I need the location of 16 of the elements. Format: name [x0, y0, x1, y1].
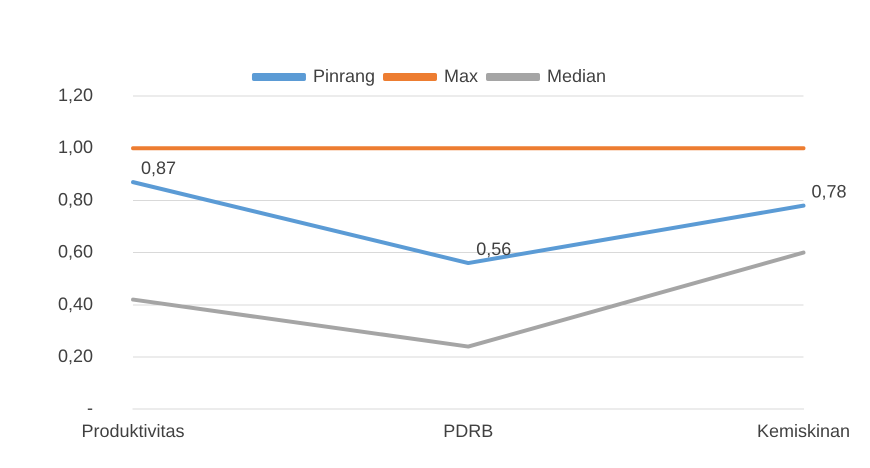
y-tick-label: 0,80 [58, 189, 94, 210]
y-tick-label: 1,20 [58, 84, 94, 105]
x-tick-label: PDRB [443, 420, 494, 441]
y-tick-label: 0,20 [58, 346, 94, 366]
y-tick-label: 0,60 [58, 242, 94, 262]
data-label: 0,87 [141, 158, 176, 178]
data-label: 0,78 [811, 182, 847, 202]
x-tick-label: Kemiskinan [756, 420, 850, 441]
y-tick-label: 0,40 [58, 294, 94, 314]
data-label: 0,56 [476, 239, 512, 260]
legend-label: Median [547, 66, 606, 86]
y-tick-label: - [87, 398, 94, 418]
legend-label: Max [444, 66, 478, 86]
x-tick-label: Produktivitas [82, 420, 185, 441]
y-tick-label: 1,00 [58, 137, 94, 158]
legend-label: Pinrang [312, 66, 376, 86]
